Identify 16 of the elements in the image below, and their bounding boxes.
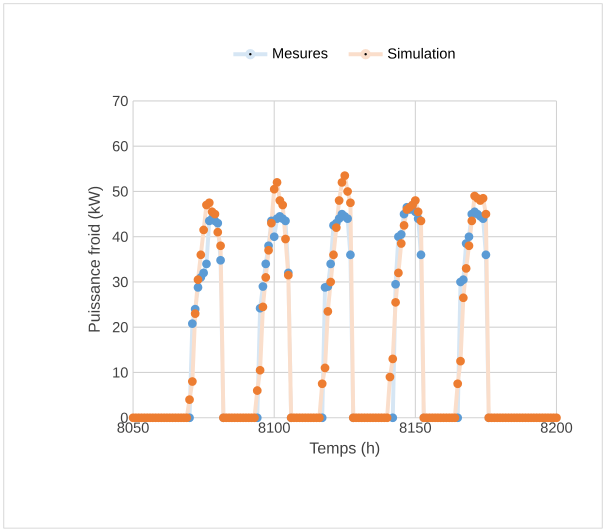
legend-label: Mesures xyxy=(273,48,328,58)
y-tick-label: 0 xyxy=(120,412,128,423)
x-tick-label: 8050 xyxy=(117,422,149,433)
y-tick-label: 60 xyxy=(112,141,128,152)
y-tick-label: 40 xyxy=(112,232,128,242)
x-axis-title: Temps (h) xyxy=(310,442,380,457)
x-tick-label: 8150 xyxy=(400,422,432,433)
y-tick-label: 20 xyxy=(112,322,128,332)
y-axis-title: Puissance froid (kW) xyxy=(88,186,103,332)
y-tick-label: 10 xyxy=(113,367,128,378)
x-tick-label: 8100 xyxy=(258,422,290,433)
x-tick-label: 8200 xyxy=(540,422,572,433)
legend-label: Simulation xyxy=(388,48,455,59)
y-tick-label: 50 xyxy=(112,186,128,197)
y-tick-label: 30 xyxy=(112,276,128,288)
y-tick-label: 70 xyxy=(112,96,128,106)
